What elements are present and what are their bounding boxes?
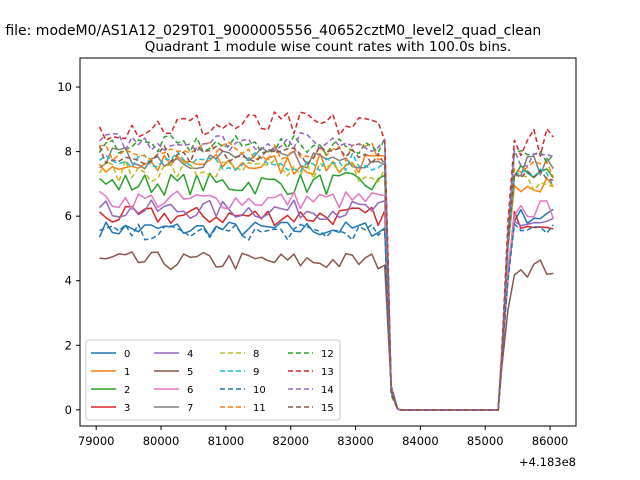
x-tick-label: 81000 <box>208 434 245 448</box>
legend-label-0: 0 <box>124 349 130 360</box>
legend-label-1: 1 <box>124 367 130 378</box>
y-tick-label: 4 <box>65 274 72 288</box>
x-tick-label: 84000 <box>402 434 439 448</box>
x-axis: 79000 80000 81000 82000 83000 84000 85000 86000 <box>78 426 568 448</box>
legend-label-10: 10 <box>253 385 266 396</box>
x-tick-label: 83000 <box>337 434 374 448</box>
legend-box <box>85 339 341 421</box>
legend-label-2: 2 <box>124 385 130 396</box>
legend-label-12: 12 <box>321 349 334 360</box>
legend-label-6: 6 <box>187 385 193 396</box>
series-layer <box>98 111 555 411</box>
legend-label-7: 7 <box>187 403 193 414</box>
x-tick-label: 86000 <box>532 434 569 448</box>
series-line-15 <box>98 144 554 411</box>
y-tick-label: 0 <box>65 403 72 417</box>
plot-frame <box>79 57 577 427</box>
legend-label-9: 9 <box>253 367 259 378</box>
y-tick-label: 2 <box>65 338 72 352</box>
y-tick-label: 8 <box>65 145 72 159</box>
series-line-12 <box>98 134 554 411</box>
legend-label-4: 4 <box>187 349 193 360</box>
x-tick-label: 79000 <box>78 434 115 448</box>
x-offset-label: +4.183e8 <box>519 455 576 469</box>
suptitle: n file: modeM0/AS1A12_029T01_9000005556_… <box>0 23 541 39</box>
y-tick-label: 6 <box>65 209 72 223</box>
legend-label-14: 14 <box>321 385 334 396</box>
x-tick-label: 85000 <box>467 434 504 448</box>
x-tick-label: 80000 <box>143 434 180 448</box>
series-line-14 <box>98 132 554 411</box>
legend-label-13: 13 <box>321 367 334 378</box>
legend-label-11: 11 <box>253 403 266 414</box>
legend-label-8: 8 <box>253 349 259 360</box>
chart-title: Quadrant 1 module wise count rates with … <box>145 39 511 55</box>
y-tick-label: 10 <box>57 80 72 94</box>
legend-label-5: 5 <box>187 367 193 378</box>
x-tick-label: 82000 <box>272 434 309 448</box>
series-line-11 <box>99 141 554 411</box>
y-axis: 0 2 4 6 8 10 <box>57 80 80 417</box>
legend-label-15: 15 <box>321 403 334 414</box>
legend-label-3: 3 <box>124 403 130 414</box>
